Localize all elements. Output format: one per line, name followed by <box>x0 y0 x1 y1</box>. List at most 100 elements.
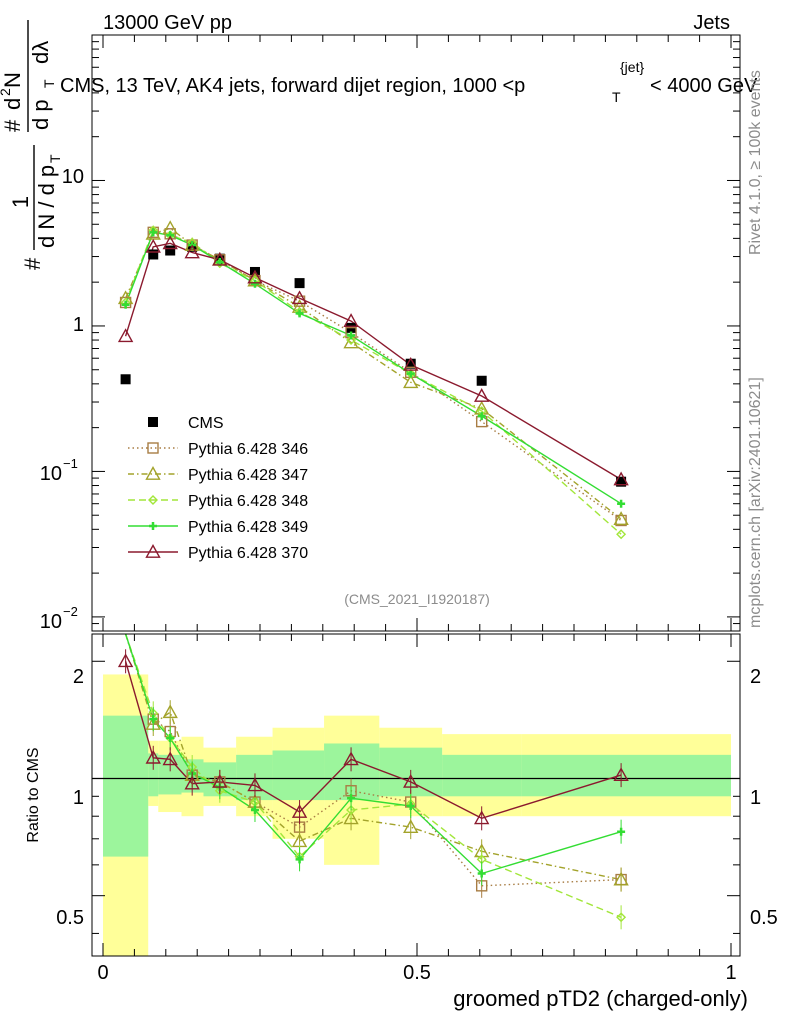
ratio-point-p370 <box>247 777 263 792</box>
data-point-p370 <box>247 269 263 284</box>
x-axis-ticks <box>102 634 732 956</box>
legend-item-p348: Pythia 6.428 348 <box>128 493 308 510</box>
main-ytick-exp: −2 <box>63 604 78 619</box>
ratio-point-p347 <box>613 871 629 886</box>
ylabel-d2: d <box>0 98 25 110</box>
legend-label: CMS <box>188 415 224 432</box>
ratio-point-p348 <box>346 804 357 815</box>
title-tail: < 4000 GeV <box>650 75 758 97</box>
data-point-cms <box>476 375 487 386</box>
data-point-p370 <box>473 388 490 402</box>
ylabel-dpt-sub: T <box>41 79 57 88</box>
data-point-cms <box>616 476 627 487</box>
data-point-cms <box>148 249 159 260</box>
main-ytick-label: 10 −1 <box>40 456 78 485</box>
x-axis-label: groomed pTD2 (charged-only) <box>453 986 748 1011</box>
legend-marker <box>145 544 161 558</box>
main-ytick-label: 1 <box>73 314 84 336</box>
ratio-series-markers <box>117 649 629 930</box>
main-ytick-label: 10 −2 <box>40 604 78 633</box>
ratio-ytick-label: 2 <box>73 666 84 688</box>
ratio-ytick-label-right: 2 <box>750 666 761 688</box>
ratio-uncertainty-bands <box>103 674 731 956</box>
data-point-cms <box>405 358 416 369</box>
legend-item-p346: Pythia 6.428 346 <box>128 441 308 458</box>
ylabel-sup2: 2 <box>0 88 13 96</box>
ratio-point-p370 <box>473 810 490 825</box>
ratio-point-p370 <box>291 804 308 818</box>
data-point-p347 <box>343 334 359 349</box>
ratio-point-p370 <box>343 751 359 766</box>
band-inner <box>442 754 522 797</box>
header-left: 13000 GeV pp <box>103 12 232 34</box>
ratio-point-p347 <box>162 704 178 719</box>
data-point-p349 <box>617 499 626 508</box>
band-inner <box>521 754 731 797</box>
legend-label: Pythia 6.428 370 <box>188 545 308 562</box>
main-ytick-base: 10 <box>40 611 62 633</box>
mcplots-citation: mcplots.cern.ch [arXiv:2401.10621] <box>747 377 764 628</box>
ratio-point-p349 <box>406 801 415 810</box>
legend-marker <box>148 495 158 505</box>
ratio-point-p370 <box>117 653 134 668</box>
legend-marker <box>147 442 159 454</box>
ratio-point-p349 <box>166 734 175 743</box>
data-point-p347 <box>613 511 629 526</box>
data-point-p349 <box>250 279 259 288</box>
ratio-point-p349 <box>347 794 356 803</box>
analysis-id: (CMS_2021_I1920187) <box>344 591 490 607</box>
ratio-y-ticks <box>92 660 740 934</box>
ratio-panel-frame <box>91 633 741 957</box>
ratio-point-p349 <box>617 827 626 836</box>
legend-item-p349: Pythia 6.428 349 <box>128 519 308 536</box>
ratio-point-p349 <box>149 715 158 724</box>
ratio-y-axis-label: Ratio to CMS <box>25 747 42 842</box>
data-point-p349 <box>406 369 415 378</box>
ratio-ytick-label-right: 1 <box>750 787 761 809</box>
band-inner <box>103 715 149 857</box>
title-main: CMS, 13 TeV, AK4 jets, forward dijet reg… <box>60 75 525 97</box>
data-point-p370 <box>145 238 161 253</box>
ratio-ytick-label: 0.5 <box>56 907 84 929</box>
title-sub: T <box>612 89 621 105</box>
main-y-axis-label: # 1 d N / d p T # d 2 N d p T dλ <box>0 20 63 270</box>
main-ytick-base: 10 <box>40 463 62 485</box>
data-point-p370 <box>117 328 134 343</box>
plot-title: CMS, 13 TeV, AK4 jets, forward dijet reg… <box>60 59 758 105</box>
legend-marker <box>145 466 161 480</box>
title-sup: {jet} <box>620 59 644 75</box>
ratio-point-p349 <box>250 805 259 814</box>
ratio-ytick-label: 1 <box>73 787 84 809</box>
ratio-point-p370 <box>184 775 200 790</box>
ylabel-denom-sub: T <box>47 154 63 163</box>
data-point-p370 <box>343 313 359 327</box>
legend-item-p347: Pythia 6.428 347 <box>128 466 308 484</box>
ratio-ytick-label-right: 0.5 <box>750 907 778 929</box>
legend-marker <box>148 417 158 427</box>
band-inner <box>148 753 159 797</box>
series-line-p348 <box>124 229 622 535</box>
ratio-line-p347 <box>124 633 622 881</box>
main-ytick-exp: −1 <box>63 456 78 471</box>
ratio-point-p370 <box>613 767 629 782</box>
ratio-point-p347 <box>403 819 419 834</box>
ratio-point-p370 <box>212 773 228 788</box>
ylabel-N: N <box>0 72 25 88</box>
legend-item-cms: CMS <box>148 415 224 432</box>
main-y-ticks <box>92 34 740 632</box>
xtick-label: 1 <box>725 962 736 984</box>
ratio-point-p370 <box>145 749 161 764</box>
xtick-label: 0.5 <box>403 962 431 984</box>
ylabel-numer: 1 <box>8 196 33 208</box>
ylabel-dlambda: dλ <box>28 41 53 64</box>
ratio-point-p370 <box>162 751 178 766</box>
ylabel-dpt: d p <box>28 99 53 130</box>
ratio-point-p347 <box>343 810 359 825</box>
data-point-cms <box>294 278 305 289</box>
ylabel-denom: d N / d p <box>34 165 59 248</box>
legend-marker <box>149 522 157 530</box>
main-series-markers <box>117 220 629 540</box>
ylabel-hash: # <box>20 257 45 270</box>
data-point-cms <box>120 374 131 385</box>
